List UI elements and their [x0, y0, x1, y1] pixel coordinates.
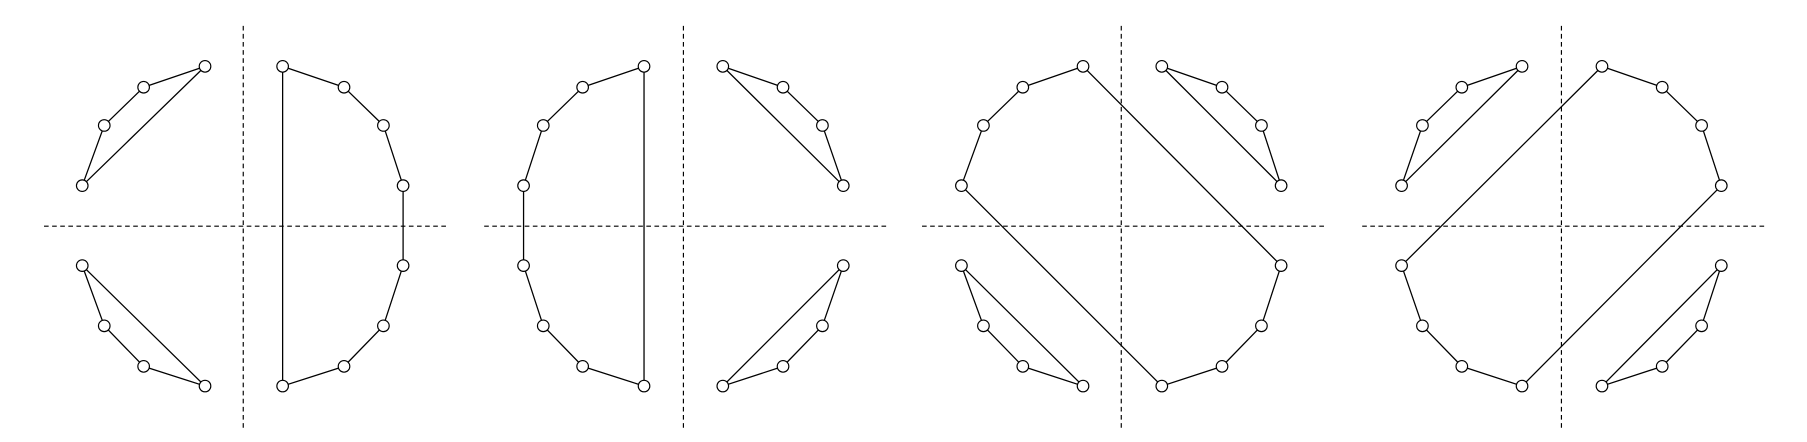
vertex [1076, 59, 1090, 73]
vertex [1655, 80, 1669, 94]
vertex [536, 119, 550, 132]
vertex [576, 80, 590, 94]
vertex [1016, 80, 1030, 94]
vertex [1255, 319, 1268, 333]
vertex [198, 59, 212, 73]
vertex [75, 179, 89, 193]
vertex [276, 59, 290, 73]
vertex [1416, 119, 1429, 132]
vertex [198, 379, 212, 393]
vertex [396, 179, 410, 193]
vertex [377, 119, 390, 132]
vertex [1155, 59, 1169, 73]
vertex [816, 319, 829, 333]
vertex [1016, 360, 1030, 373]
vertex [836, 179, 850, 193]
vertex [377, 319, 390, 333]
vertex [1695, 319, 1708, 333]
vertex [836, 259, 850, 272]
vertex [716, 379, 730, 393]
vertex [1395, 259, 1408, 272]
vertex [75, 259, 89, 272]
vertex [517, 259, 530, 272]
vertex [1595, 379, 1609, 393]
vertex [776, 360, 790, 373]
vertex [1155, 379, 1169, 393]
vertex [1395, 179, 1408, 193]
vertex [1274, 179, 1288, 193]
vertex [1714, 179, 1728, 193]
vertex [337, 360, 351, 373]
vertex [1714, 259, 1728, 272]
vertex [1255, 119, 1268, 132]
vertex [137, 360, 151, 373]
vertex [776, 80, 790, 94]
vertex [1076, 379, 1090, 393]
vertex [955, 259, 968, 272]
vertex [337, 80, 351, 94]
vertex [97, 119, 111, 132]
vertex [137, 80, 151, 94]
vertex [1455, 360, 1469, 373]
vertex [276, 379, 290, 393]
vertex [1274, 259, 1288, 272]
vertex [816, 119, 829, 132]
vertex [396, 259, 410, 272]
vertex [1595, 59, 1609, 73]
vertex [576, 360, 590, 373]
vertex [1515, 59, 1529, 73]
vertex [1455, 80, 1469, 94]
vertex [1416, 319, 1429, 333]
vertex [637, 59, 651, 73]
vertex [1655, 360, 1669, 373]
vertex [977, 119, 990, 132]
vertex [977, 319, 990, 333]
vertex [1695, 119, 1708, 132]
vertex [1215, 80, 1229, 94]
vertex [955, 179, 968, 193]
vertex [1215, 360, 1229, 373]
vertex [536, 319, 550, 333]
vertex [637, 379, 651, 393]
vertex [1515, 379, 1529, 393]
vertex [716, 59, 730, 73]
vertex [97, 319, 111, 333]
vertex [517, 179, 530, 193]
